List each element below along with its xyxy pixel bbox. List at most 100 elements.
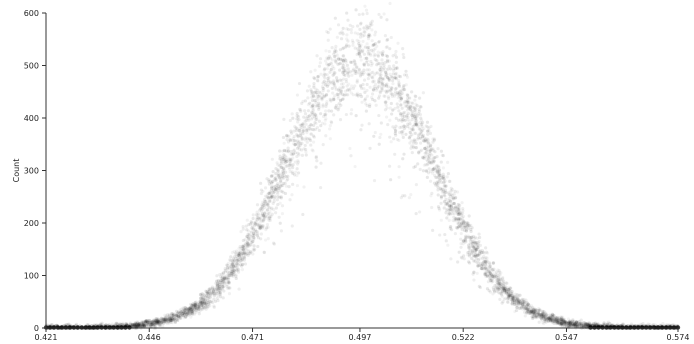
data-point [296, 171, 301, 175]
data-point [201, 303, 205, 307]
data-point [345, 84, 349, 88]
data-point [367, 26, 371, 30]
data-point [516, 303, 520, 307]
data-point [277, 186, 281, 190]
data-point [220, 275, 225, 279]
data-point [263, 198, 267, 202]
data-point [429, 160, 433, 165]
data-point [463, 237, 467, 241]
data-point [241, 244, 245, 249]
data-point [563, 320, 567, 324]
data-point [202, 305, 206, 309]
data-point [286, 174, 290, 178]
data-point [135, 321, 139, 325]
data-point [527, 308, 531, 312]
data-point [323, 118, 327, 122]
data-point [215, 285, 219, 289]
data-point [448, 226, 452, 230]
data-point [304, 150, 308, 154]
data-point [526, 309, 530, 313]
data-point [266, 205, 270, 209]
data-point [180, 310, 184, 314]
data-point [210, 291, 214, 295]
data-point [532, 308, 536, 312]
data-point [427, 157, 431, 161]
data-point [179, 310, 183, 314]
data-point [210, 287, 214, 291]
data-point [150, 322, 154, 326]
data-point [170, 317, 175, 322]
data-point [436, 147, 440, 151]
data-point [579, 321, 584, 326]
data-point [281, 171, 285, 176]
data-point [508, 294, 512, 298]
data-point [224, 277, 229, 281]
data-point [476, 243, 480, 247]
data-point [324, 112, 328, 116]
data-point [549, 317, 554, 321]
data-point [661, 322, 665, 326]
data-point [319, 186, 323, 190]
data-point [499, 284, 503, 288]
data-point [384, 89, 388, 93]
data-point [336, 56, 341, 60]
data-point [541, 316, 545, 320]
data-point [478, 285, 482, 290]
data-point [313, 127, 318, 131]
data-point [232, 273, 236, 277]
data-point [239, 246, 243, 250]
data-point [162, 317, 166, 321]
data-point [291, 152, 296, 156]
data-point [303, 138, 307, 142]
data-point [544, 317, 548, 322]
data-point [388, 106, 392, 110]
data-point [385, 38, 389, 42]
data-point [427, 156, 431, 160]
data-point [391, 108, 395, 112]
data-point [444, 203, 448, 207]
data-point [425, 137, 429, 141]
data-point [303, 112, 308, 116]
data-point [228, 273, 232, 277]
data-point [409, 104, 413, 108]
data-point [564, 320, 568, 324]
data-point [176, 310, 180, 314]
data-point [332, 55, 337, 59]
data-point [542, 321, 546, 326]
data-point [406, 96, 410, 100]
data-point [361, 34, 365, 38]
data-point [200, 297, 204, 301]
data-point [282, 156, 286, 161]
data-point [373, 99, 377, 103]
data-point [139, 324, 143, 329]
data-point [275, 183, 279, 187]
data-point [419, 105, 423, 109]
data-point [240, 258, 244, 262]
data-point [312, 81, 316, 86]
data-point [497, 279, 501, 283]
data-point [358, 45, 362, 49]
data-point [468, 246, 472, 250]
data-point [99, 322, 103, 326]
data-point [404, 132, 408, 136]
data-point [317, 94, 322, 98]
data-point [475, 253, 479, 258]
data-point [334, 44, 338, 48]
data-point [412, 146, 416, 150]
data-point [160, 319, 164, 323]
data-point [484, 261, 489, 265]
data-point [191, 303, 196, 308]
data-point [225, 277, 229, 282]
data-point [322, 79, 326, 83]
data-point [350, 73, 354, 77]
data-point [341, 54, 346, 58]
data-point [451, 197, 455, 201]
data-point [522, 300, 526, 304]
data-point [446, 243, 450, 247]
data-point [203, 295, 208, 299]
data-point [414, 141, 418, 145]
data-point [178, 316, 182, 320]
data-point [394, 116, 398, 120]
data-point [470, 244, 474, 249]
data-point [380, 61, 384, 65]
